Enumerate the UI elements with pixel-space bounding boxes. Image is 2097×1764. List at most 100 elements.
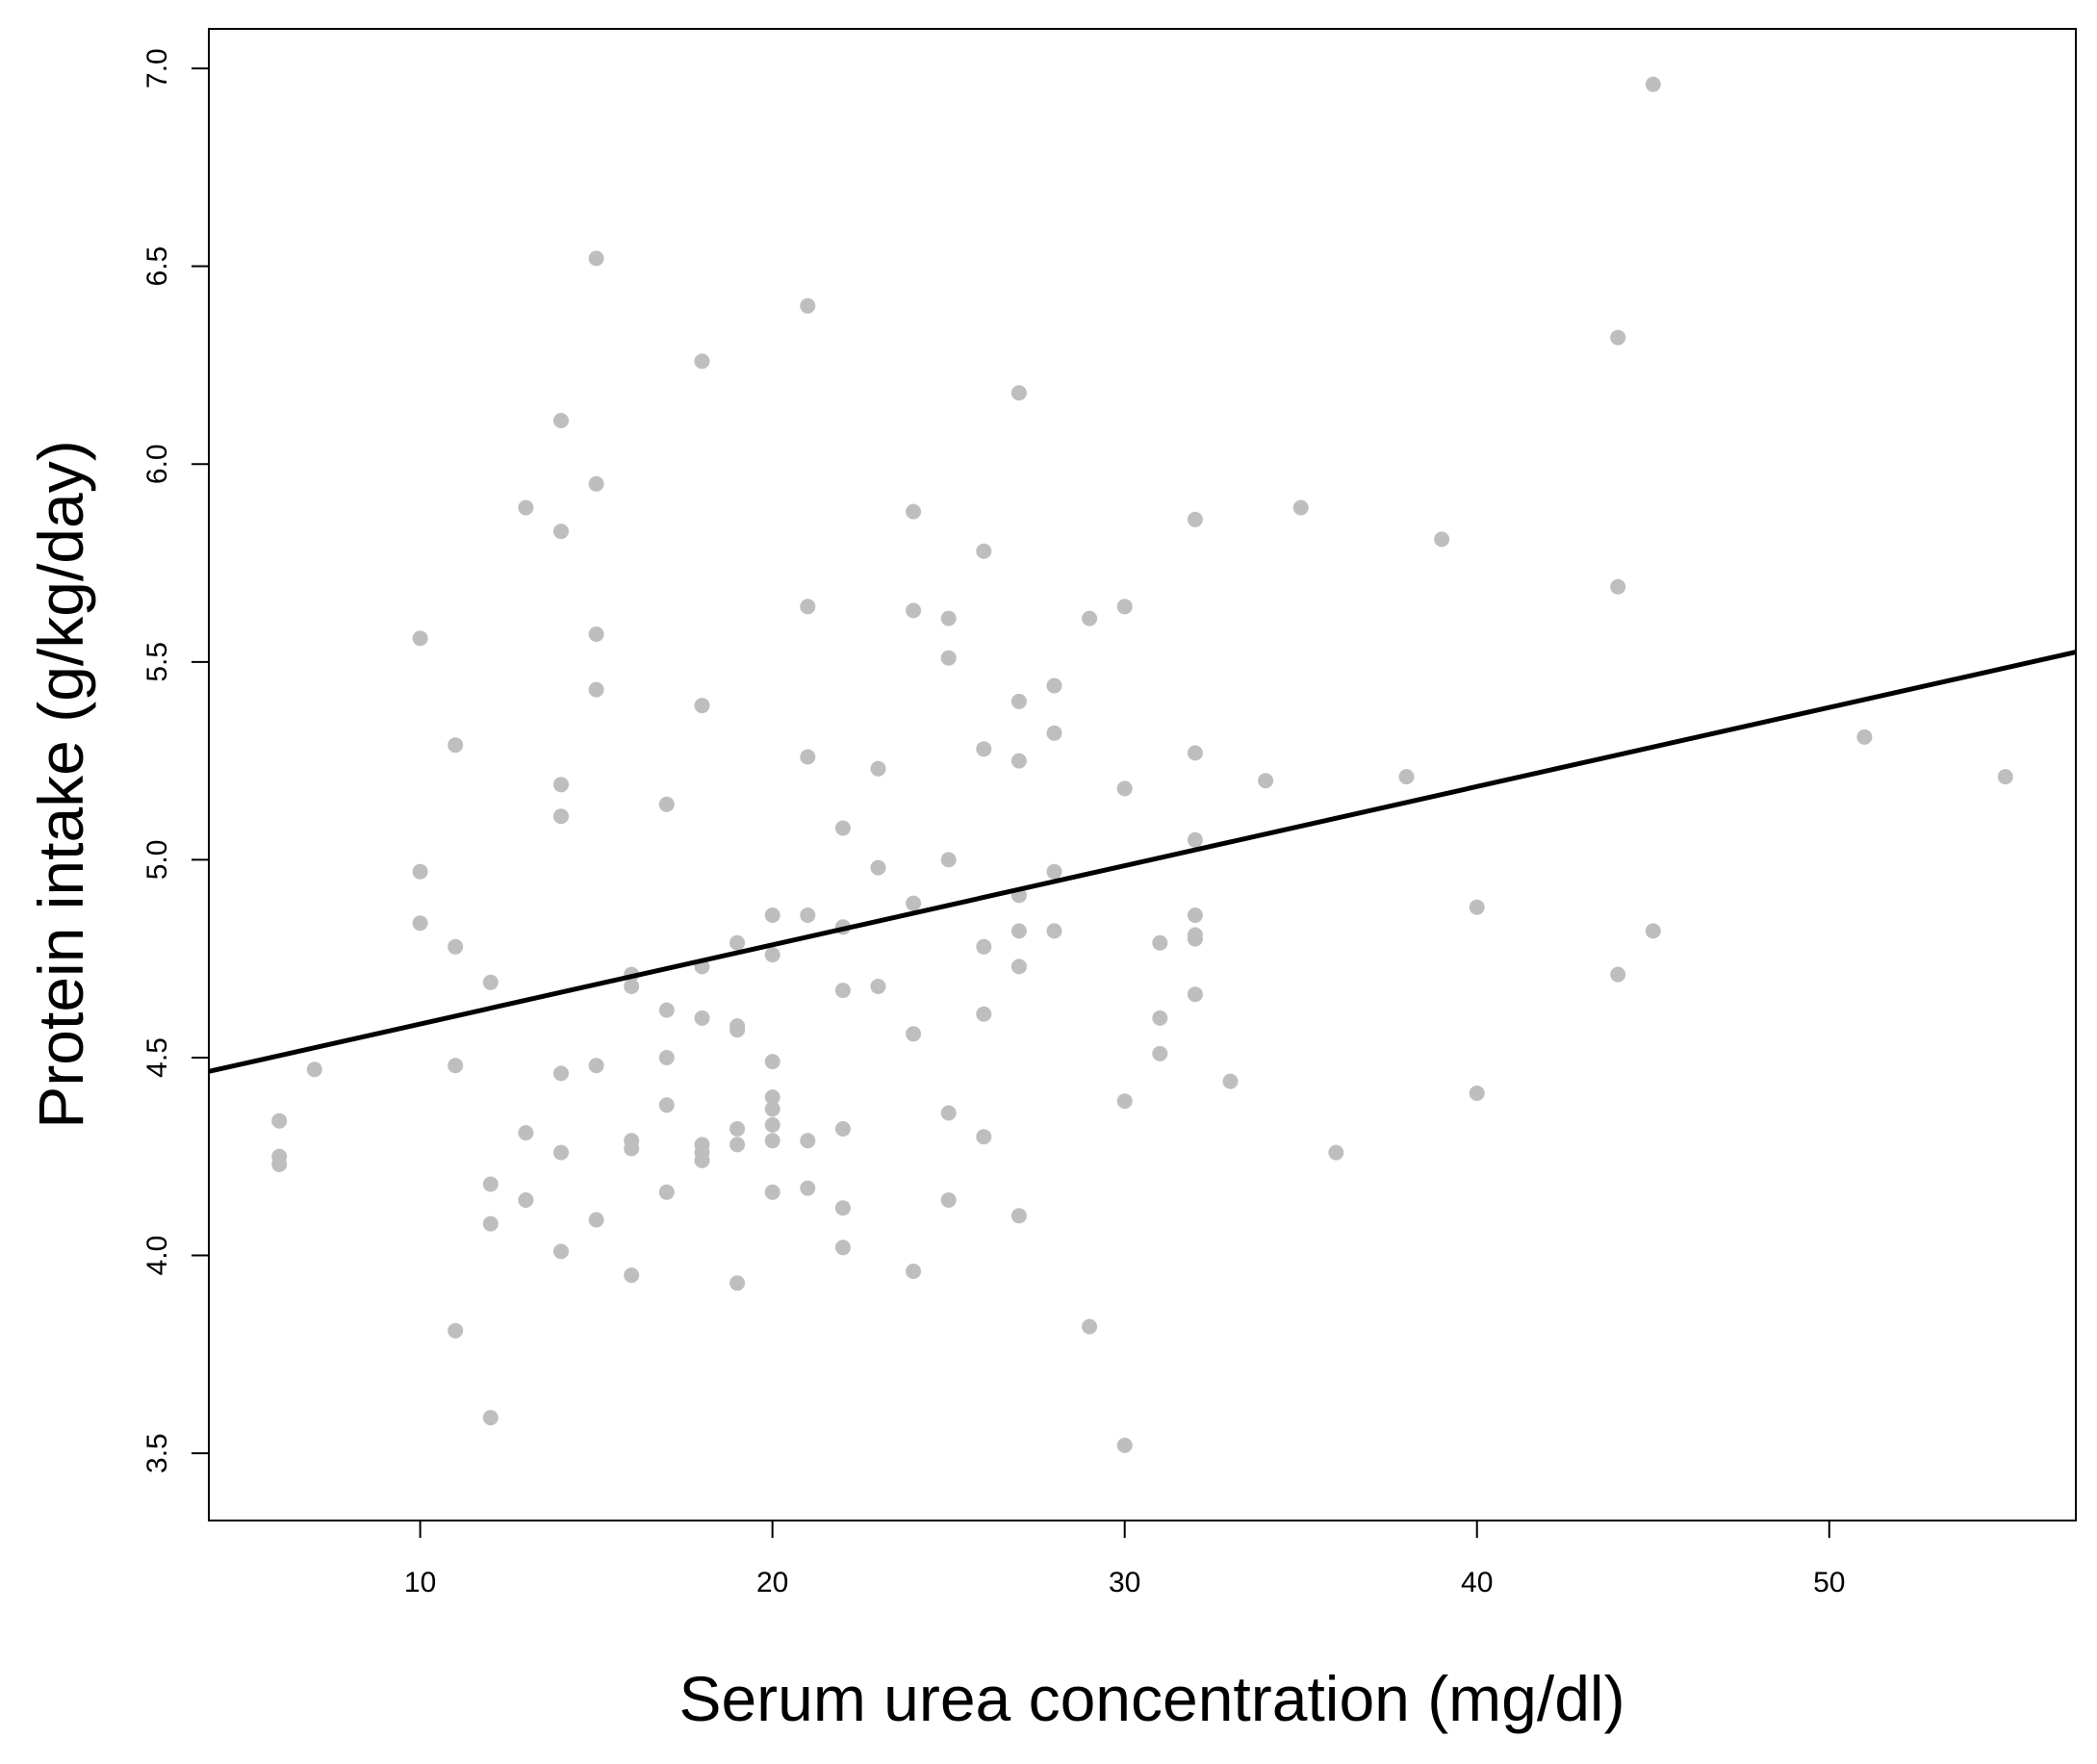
data-point	[1398, 769, 1415, 785]
data-point	[800, 749, 816, 765]
data-point	[482, 1215, 499, 1232]
data-point	[940, 1192, 957, 1208]
data-point	[553, 777, 569, 793]
data-point	[729, 1022, 746, 1038]
data-point	[658, 796, 675, 812]
data-point	[729, 934, 746, 951]
data-point	[1187, 931, 1203, 947]
y-tick-label: 4.0	[141, 1236, 173, 1276]
data-point	[1610, 329, 1626, 345]
data-point	[658, 1097, 675, 1113]
data-point	[482, 1176, 499, 1192]
data-point	[764, 908, 780, 923]
data-point	[1046, 677, 1062, 694]
data-point	[1082, 1318, 1098, 1335]
data-point	[1328, 1144, 1344, 1161]
data-point	[271, 1112, 288, 1129]
data-point	[976, 938, 992, 955]
data-point	[1222, 1073, 1239, 1089]
data-point	[1469, 899, 1485, 915]
data-point	[976, 741, 992, 757]
data-point	[306, 1061, 322, 1078]
plot-frame	[208, 28, 2077, 1521]
data-point	[1116, 780, 1133, 797]
data-point	[694, 1152, 710, 1168]
data-point	[658, 1002, 675, 1018]
data-point	[1010, 693, 1027, 709]
data-point	[834, 1200, 851, 1216]
data-point	[906, 1026, 922, 1042]
data-point	[764, 1116, 780, 1133]
data-point	[1010, 959, 1027, 975]
data-point	[1046, 725, 1062, 741]
data-point	[764, 1184, 780, 1200]
data-point	[940, 650, 957, 666]
data-point	[694, 698, 710, 714]
data-point	[976, 1006, 992, 1022]
data-point	[1010, 753, 1027, 769]
data-point	[1292, 499, 1309, 516]
x-tick-label: 20	[756, 1567, 788, 1598]
data-point	[906, 602, 922, 619]
data-point	[834, 1121, 851, 1137]
data-point	[1187, 908, 1203, 923]
data-point	[1610, 966, 1626, 983]
data-point	[1082, 610, 1098, 626]
data-point	[1610, 578, 1626, 595]
x-tick-label: 50	[1813, 1567, 1845, 1598]
data-point	[800, 1180, 816, 1196]
data-point	[870, 859, 886, 876]
data-point	[800, 599, 816, 615]
data-point	[1469, 1086, 1485, 1101]
data-point	[448, 1322, 464, 1339]
y-tick-label: 5.0	[141, 840, 173, 881]
data-point	[1010, 923, 1027, 939]
data-point	[588, 681, 604, 698]
data-point	[1046, 923, 1062, 939]
data-point	[1645, 923, 1661, 939]
data-point	[764, 947, 780, 963]
data-point	[906, 1264, 922, 1279]
y-tick-label: 5.5	[141, 642, 173, 682]
data-point	[1187, 986, 1203, 1003]
data-point	[624, 1267, 640, 1284]
data-point	[764, 1089, 780, 1106]
data-point	[694, 1010, 710, 1026]
data-point	[1997, 769, 2013, 785]
data-point	[588, 1058, 604, 1074]
data-point	[412, 915, 428, 932]
data-point	[834, 1240, 851, 1256]
data-point	[870, 760, 886, 777]
data-point	[1645, 76, 1661, 92]
data-point	[1187, 511, 1203, 527]
data-point	[553, 1065, 569, 1082]
data-point	[448, 737, 464, 754]
data-point	[1187, 831, 1203, 848]
data-point	[1010, 1208, 1027, 1224]
data-point	[271, 1157, 288, 1172]
data-point	[729, 1121, 746, 1137]
data-point	[1187, 745, 1203, 761]
data-point	[624, 1140, 640, 1157]
data-point	[729, 1137, 746, 1153]
data-point	[553, 1144, 569, 1161]
data-point	[764, 1101, 780, 1117]
data-point	[1856, 729, 1873, 745]
y-axis-title: Protein intake (g/kg/day)	[25, 440, 96, 1128]
data-point	[624, 979, 640, 994]
data-point	[1116, 1437, 1133, 1453]
data-point	[412, 630, 428, 647]
data-point	[694, 353, 710, 370]
data-point	[658, 1050, 675, 1065]
data-point	[1152, 1045, 1168, 1061]
y-tick-label: 3.5	[141, 1433, 173, 1473]
data-point	[1010, 385, 1027, 401]
data-point	[553, 524, 569, 540]
x-axis: 10 20 30 40 50	[404, 1521, 1845, 1598]
data-points	[271, 76, 2013, 1453]
data-point	[976, 1129, 992, 1145]
y-tick-label: 6.5	[141, 246, 173, 287]
data-point	[518, 499, 534, 516]
regression-line	[208, 650, 2077, 1074]
